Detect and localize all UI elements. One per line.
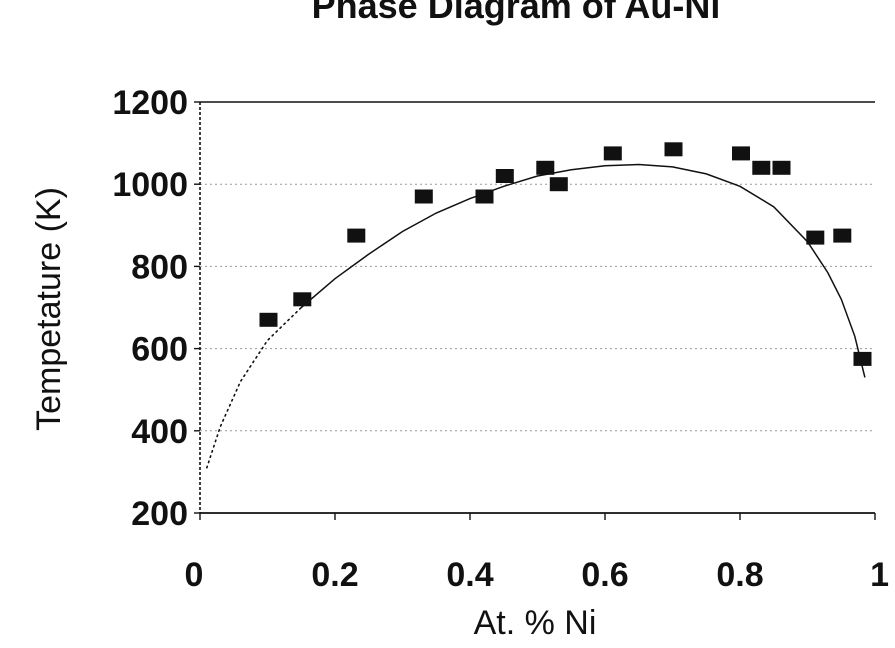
- y-tick-label: 1200: [112, 84, 188, 122]
- axes: [194, 101, 876, 520]
- y-tick-label: 600: [131, 331, 188, 369]
- data-point: [495, 169, 514, 183]
- data-point: [664, 142, 683, 157]
- y-tick-labels: 200 400 600 800 1000 1200: [112, 84, 188, 533]
- y-axis-title: Tempetature (K): [30, 187, 68, 431]
- x-tick-label: 0.6: [581, 556, 628, 594]
- fit-curve-solid-segment: [300, 163, 866, 378]
- data-point: [293, 292, 312, 307]
- data-point: [549, 177, 568, 192]
- data-point: [752, 160, 771, 175]
- data-point: [414, 189, 433, 204]
- data-point: [536, 160, 555, 175]
- x-tick-label: 0.4: [446, 556, 493, 594]
- x-tick-label: 0: [185, 556, 204, 594]
- data-point: [603, 146, 622, 161]
- y-tick-label: 400: [131, 413, 188, 451]
- data-point: [259, 312, 278, 327]
- x-tick-label: 0.2: [311, 556, 358, 594]
- x-tick-label: 1: [870, 556, 889, 594]
- fit-curve-dotted-segment: [206, 306, 303, 469]
- x-tick-labels: 0 0.2 0.4 0.6 0.8 1: [185, 556, 889, 594]
- x-axis-title: At. % Ni: [474, 604, 597, 642]
- y-tick-label: 1000: [112, 166, 188, 204]
- data-point: [475, 189, 494, 204]
- data-point: [853, 351, 872, 366]
- data-point: [772, 160, 791, 175]
- y-tick-label: 200: [131, 495, 188, 533]
- data-point: [347, 228, 366, 243]
- x-tick-label: 0.8: [716, 556, 763, 594]
- data-points: [259, 142, 872, 366]
- data-point: [732, 146, 750, 161]
- data-point: [833, 228, 852, 243]
- chart-title: Phase Diagram of Au-Ni: [312, 0, 721, 26]
- y-tick-label: 800: [131, 248, 188, 286]
- data-point: [806, 230, 825, 245]
- fit-curve: [206, 163, 866, 469]
